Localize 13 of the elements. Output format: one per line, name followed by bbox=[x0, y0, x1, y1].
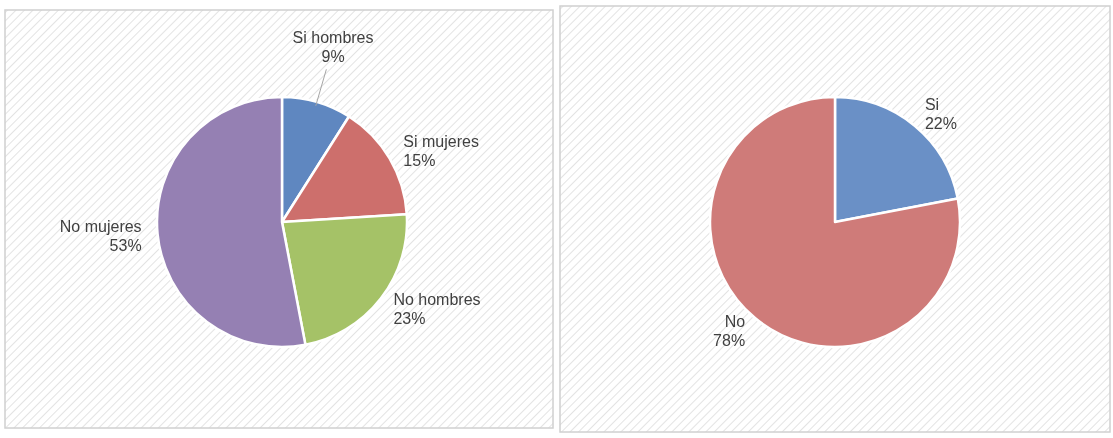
pie-slice bbox=[708, 95, 962, 349]
slice-label: Si hombres bbox=[292, 28, 374, 46]
slice-label: No mujeres bbox=[59, 217, 142, 235]
slice-label: Si mujeres bbox=[403, 132, 479, 150]
data-label: 23% bbox=[393, 309, 426, 327]
slice-label: No hombres bbox=[393, 290, 481, 308]
data-label: 15% bbox=[403, 151, 436, 169]
slice-label: Si bbox=[924, 95, 940, 113]
data-label: 9% bbox=[321, 47, 345, 65]
data-label: 78% bbox=[713, 332, 746, 350]
data-label: 53% bbox=[109, 236, 142, 254]
slice-label: No bbox=[724, 313, 746, 331]
data-label: 22% bbox=[924, 114, 957, 132]
